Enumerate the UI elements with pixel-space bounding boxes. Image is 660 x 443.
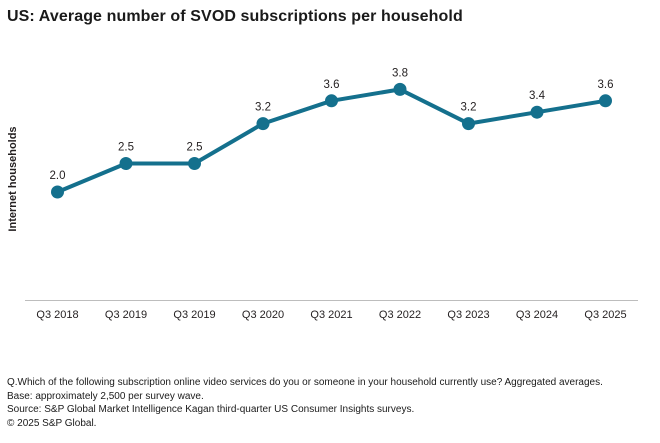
chart-title: US: Average number of SVOD subscriptions… bbox=[7, 8, 463, 25]
data-label: 3.4 bbox=[529, 90, 546, 102]
data-point bbox=[530, 105, 544, 119]
data-point bbox=[256, 117, 270, 131]
data-point bbox=[188, 157, 201, 170]
x-tick-label: Q3 2019 bbox=[173, 309, 215, 321]
x-tick-label: Q3 2023 bbox=[447, 309, 489, 321]
footnote-source: Source: S&P Global Market Intelligence K… bbox=[7, 404, 415, 415]
x-tick-label: Q3 2022 bbox=[379, 309, 421, 321]
data-point bbox=[393, 82, 407, 96]
x-tick-label: Q3 2025 bbox=[584, 309, 626, 321]
footnote-base: Base: approximately 2,500 per survey wav… bbox=[7, 390, 204, 402]
data-point bbox=[599, 94, 612, 108]
data-point bbox=[51, 185, 64, 199]
data-label: 3.2 bbox=[461, 102, 477, 114]
x-tick-label: Q3 2024 bbox=[516, 309, 558, 321]
data-label: 3.2 bbox=[255, 102, 271, 114]
footnotes: Q.Which of the following subscription on… bbox=[7, 376, 657, 430]
x-tick-label: Q3 2018 bbox=[36, 309, 78, 321]
data-point bbox=[325, 94, 338, 108]
line-chart: 2.0 Q3 2018 2.5 Q3 2019 2.5 Q3 2019 3.2 Q3 2020… bbox=[25, 67, 638, 321]
data-label: 2.5 bbox=[187, 142, 203, 154]
data-label: 2.5 bbox=[118, 142, 134, 154]
x-tick-label: Q3 2021 bbox=[310, 309, 352, 321]
data-label: 3.6 bbox=[598, 79, 614, 91]
footnote-question: Q.Which of the following subscription on… bbox=[7, 377, 603, 388]
footnote-copyright: © 2025 S&P Global. bbox=[7, 417, 97, 429]
data-point bbox=[462, 117, 475, 131]
x-tick-label: Q3 2020 bbox=[242, 309, 284, 321]
data-label: 3.8 bbox=[392, 67, 408, 79]
data-point bbox=[119, 157, 133, 170]
data-label: 3.6 bbox=[324, 79, 340, 91]
data-label: 2.0 bbox=[50, 170, 66, 182]
x-tick-label: Q3 2019 bbox=[105, 309, 147, 321]
